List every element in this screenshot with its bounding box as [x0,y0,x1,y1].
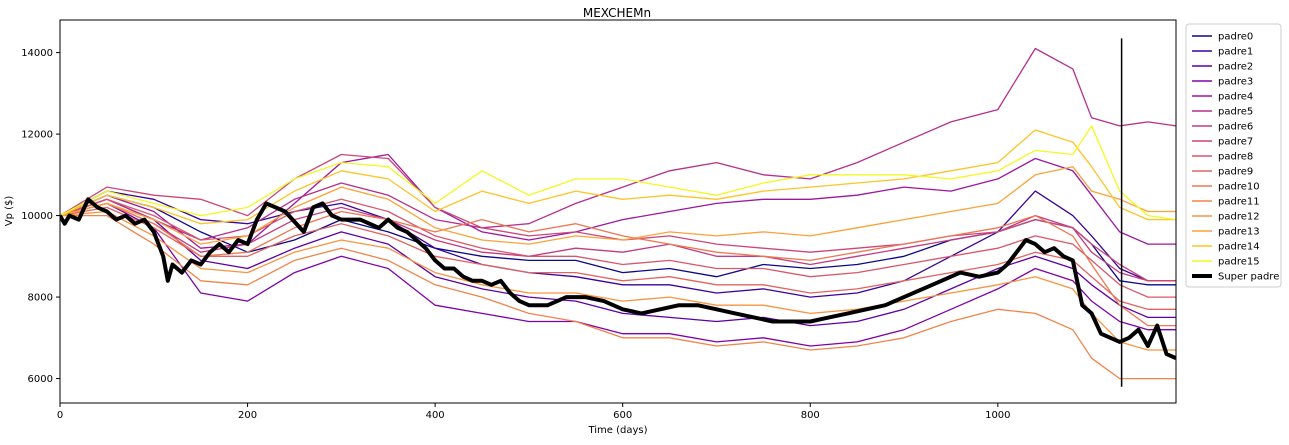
y-tick-label: 14000 [21,48,53,59]
series-line-padre12 [60,210,1176,351]
plot-area-frame [59,19,1177,404]
legend-label: padre4 [1218,92,1253,103]
series-line-padre15 [60,125,1176,221]
legend-label: padre6 [1218,122,1253,133]
series-layer [60,47,1176,380]
series-line-padre6 [60,202,1176,282]
legend-label: padre7 [1218,137,1253,148]
legend-label: padre8 [1218,152,1253,163]
x-tick-label: 400 [426,410,445,421]
series-line-padre14 [60,129,1176,225]
x-tick-label: 600 [613,410,632,421]
series-line-padre1 [60,190,1176,298]
legend-label: padre13 [1218,227,1260,238]
legend-label: padre2 [1218,62,1253,73]
y-tick-label: 10000 [21,211,53,222]
legend-label: padre12 [1218,212,1260,223]
series-line-padre9 [60,206,1176,310]
y-axis: 6000 8000 10000 12000 14000 [21,48,60,385]
series-line-padre8 [60,198,1176,298]
y-tick-label: 8000 [28,293,53,304]
legend: padre0 padre1 padre2 padre3 padre4 padre5 padr… [1185,23,1282,288]
legend-label: padre1 [1218,47,1253,58]
series-line-padre7 [60,153,1176,282]
series-line-padre2 [60,198,1176,327]
legend-label: padre10 [1218,182,1260,193]
legend-frame [1185,23,1282,288]
legend-label: padre5 [1218,107,1253,118]
series-line-padre3 [60,202,1176,347]
legend-label: Super padre [1218,272,1279,283]
y-axis-label: Vp ($) [4,196,15,227]
legend-label: padre3 [1218,77,1253,88]
x-axis-label: Time (days) [587,425,647,436]
legend-label: padre9 [1218,167,1253,178]
chart-title: MEXCHEMn [583,6,651,20]
x-tick-label: 200 [238,410,257,421]
legend-label: padre11 [1218,197,1260,208]
series-line-padre13 [60,166,1176,245]
series-line-padre4 [60,153,1176,249]
legend-label: padre0 [1218,32,1253,43]
series-line-padre5 [60,47,1176,241]
y-tick-label: 6000 [28,374,53,385]
x-tick-label: 1000 [985,410,1010,421]
x-tick-label: 0 [57,410,63,421]
y-tick-label: 12000 [21,130,53,141]
x-tick-label: 800 [801,410,820,421]
x-axis: 0 200 400 600 800 1000 [57,403,1011,421]
legend-label: padre15 [1218,257,1260,268]
series-line-padre10 [60,202,1176,327]
series-line-padre11 [60,214,1176,380]
series-line-super-padre [60,197,1176,361]
legend-label: padre14 [1218,242,1260,253]
